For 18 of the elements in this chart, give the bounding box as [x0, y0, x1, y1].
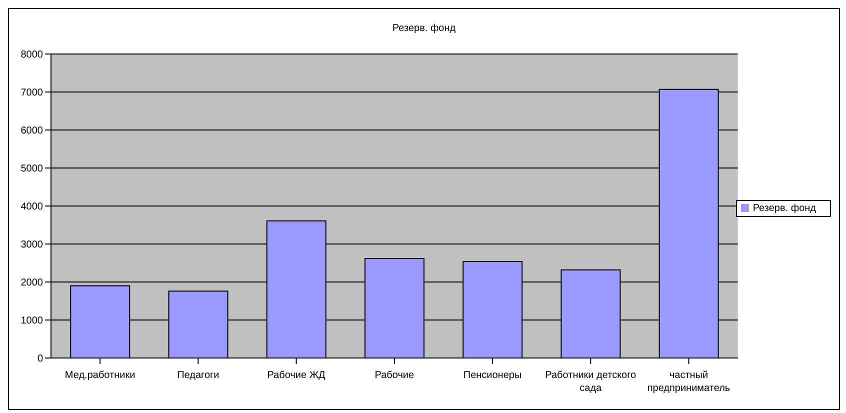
legend-label: Резерв. фонд — [752, 202, 816, 214]
y-tick-label: 1000 — [20, 316, 44, 327]
x-tick-label: Рабочие — [374, 370, 415, 381]
y-tick-label: 5000 — [20, 164, 44, 175]
x-tick-label: Педагоги — [177, 370, 220, 381]
x-tick-label: Мед.работники — [64, 370, 136, 381]
y-tick-label: 4000 — [20, 202, 44, 213]
y-tick-label: 7000 — [20, 88, 44, 99]
y-tick-label: 8000 — [20, 50, 44, 61]
x-tick-label: Работники детского сада — [545, 370, 637, 394]
chart-title: Резерв. фонд — [391, 23, 457, 34]
y-tick-label: 6000 — [20, 126, 44, 137]
y-tick-label: 0 — [37, 354, 44, 365]
y-tick-label: 2000 — [20, 278, 44, 289]
x-tick-label: Рабочие ЖД — [267, 370, 326, 381]
x-tick-label: Пенсионеры — [463, 370, 522, 381]
x-tick-label: частный предприниматель — [647, 370, 730, 394]
y-tick-label: 3000 — [20, 240, 44, 251]
